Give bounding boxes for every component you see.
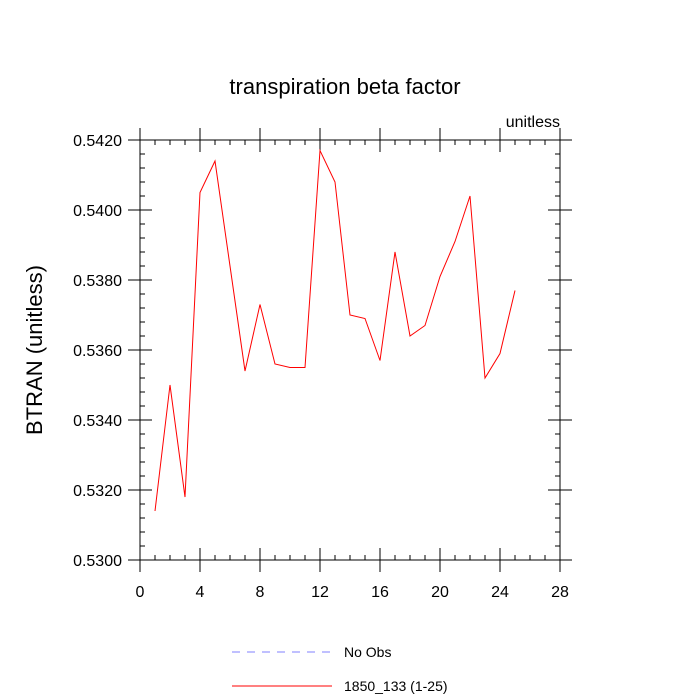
- y-tick-label: 0.5300: [73, 553, 122, 570]
- plot-frame: [139, 139, 561, 561]
- x-tick-label: 28: [551, 584, 569, 601]
- y-axis-ticks: 0.5300 0.5320 0.5340 0.5360 0.5380 0.5400 0.54…: [73, 133, 572, 570]
- legend-label: No Obs: [344, 644, 391, 660]
- y-tick-label: 0.5360: [73, 343, 122, 360]
- y-tick-label: 0.5400: [73, 203, 122, 220]
- y-tick-label: 0.5420: [73, 133, 122, 150]
- y-tick-label: 0.5320: [73, 483, 122, 500]
- y-axis-label: BTRAN (unitless): [22, 265, 47, 435]
- x-tick-label: 4: [196, 584, 205, 601]
- x-tick-label: 24: [491, 584, 509, 601]
- x-tick-label: 0: [136, 584, 145, 601]
- x-minor-ticks: [154, 140, 546, 560]
- units-label: unitless: [506, 114, 560, 131]
- y-minor-ticks: [140, 153, 560, 547]
- x-tick-label: 16: [371, 584, 389, 601]
- series-layer: [154, 148, 516, 512]
- y-tick-label: 0.5380: [73, 273, 122, 290]
- series-line: [154, 148, 516, 512]
- x-tick-label: 12: [311, 584, 329, 601]
- x-axis-ticks: 0 4 8 12 16 20 24 28: [136, 128, 569, 601]
- x-tick-label: 8: [256, 584, 265, 601]
- x-tick-label: 20: [431, 584, 449, 601]
- legend-label: 1850_133 (1-25): [344, 678, 448, 694]
- y-tick-label: 0.5340: [73, 413, 122, 430]
- chart-title: transpiration beta factor: [229, 74, 460, 99]
- legend: No Obs 1850_133 (1-25): [232, 644, 448, 694]
